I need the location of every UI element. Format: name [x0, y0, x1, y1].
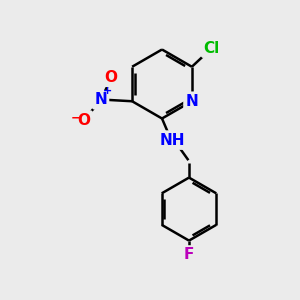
- Text: O: O: [105, 70, 118, 85]
- Text: +: +: [103, 86, 112, 96]
- Text: NH: NH: [160, 133, 185, 148]
- Text: O: O: [78, 112, 91, 128]
- Text: Cl: Cl: [203, 40, 220, 56]
- Text: −: −: [70, 111, 81, 124]
- Text: N: N: [94, 92, 107, 107]
- Text: N: N: [185, 94, 198, 109]
- Text: F: F: [184, 248, 194, 262]
